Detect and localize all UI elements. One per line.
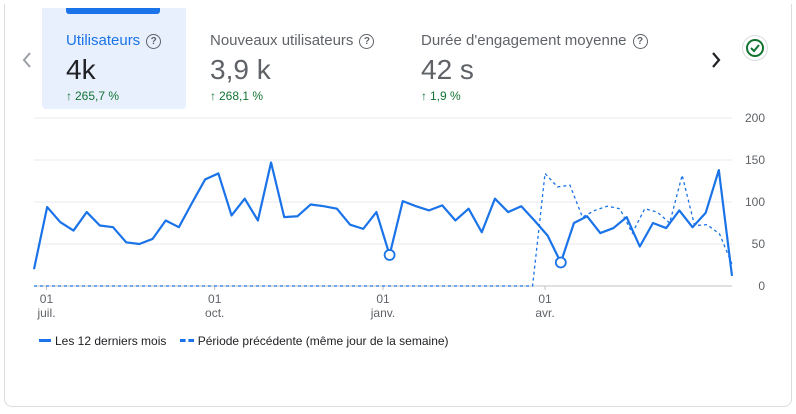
- data-point-marker: [383, 249, 396, 261]
- legend-item-previous[interactable]: Période précédente (même jour de la sema…: [179, 334, 449, 348]
- arrow-up-icon: ↑: [421, 89, 427, 103]
- x-tick-label: 01: [538, 292, 552, 306]
- chevron-right-icon: [712, 52, 721, 68]
- check-circle-icon: [746, 39, 764, 57]
- metric-tab-engagement-duration[interactable]: Durée d'engagement moyenne? 42 s ↑ 1,9 %: [397, 8, 697, 109]
- x-tick-label: janv.: [370, 306, 395, 320]
- metric-label: Nouveaux utilisateurs: [210, 32, 354, 49]
- metric-delta: 268,1 %: [219, 89, 264, 103]
- y-tick-label: 200: [745, 111, 765, 125]
- metric-label: Durée d'engagement moyenne: [421, 32, 627, 49]
- chart-legend: Les 12 derniers mois Période précédente …: [39, 334, 459, 348]
- metric-value: 4k: [66, 54, 96, 85]
- y-tick-label: 0: [758, 279, 765, 293]
- active-tab-indicator: [66, 8, 160, 14]
- chevron-left-icon: [22, 52, 31, 68]
- x-tick-label: oct.: [205, 306, 224, 320]
- previous-metrics-button[interactable]: [19, 48, 35, 72]
- series-line-last-12-months: [32, 161, 734, 277]
- y-tick-label: 50: [752, 237, 766, 251]
- metric-delta: 1,9 %: [430, 89, 461, 103]
- arrow-up-icon: ↑: [66, 89, 72, 103]
- analytics-card: Utilisateurs? 4k ↑ 265,7 % Nouveaux utili…: [4, 4, 792, 407]
- data-status-button[interactable]: [743, 36, 767, 60]
- arrow-up-icon: ↑: [210, 89, 216, 103]
- help-icon[interactable]: ?: [632, 34, 648, 49]
- y-tick-label: 100: [745, 195, 765, 209]
- metric-label: Utilisateurs: [66, 32, 141, 49]
- legend-item-current[interactable]: Les 12 derniers mois: [39, 334, 166, 348]
- y-axis: 0 50 100 150 200: [745, 111, 765, 293]
- metric-value: 3,9 k: [210, 54, 271, 85]
- x-tick-label: avr.: [535, 306, 554, 320]
- y-tick-label: 150: [745, 153, 765, 167]
- legend-solid-swatch: [39, 339, 51, 342]
- x-tick-label: 01: [376, 292, 390, 306]
- legend-dashed-swatch: [179, 339, 194, 342]
- metric-delta: 265,7 %: [75, 89, 120, 103]
- metric-tab-new-users[interactable]: Nouveaux utilisateurs? 3,9 k ↑ 268,1 %: [185, 8, 395, 109]
- help-icon[interactable]: ?: [146, 34, 162, 49]
- x-tick-label: juil.: [36, 306, 55, 320]
- metric-tab-users[interactable]: Utilisateurs? 4k ↑ 265,7 %: [42, 8, 186, 109]
- help-icon[interactable]: ?: [359, 34, 375, 49]
- series-line-previous-period: [34, 171, 733, 287]
- chart-series: [32, 161, 734, 287]
- x-tick-label: 01: [208, 292, 222, 306]
- x-tick-label: 01: [40, 292, 54, 306]
- chart-gridlines: [34, 117, 732, 287]
- data-point-marker: [554, 256, 567, 269]
- next-metrics-button[interactable]: [707, 48, 725, 72]
- metric-value: 42 s: [421, 54, 474, 85]
